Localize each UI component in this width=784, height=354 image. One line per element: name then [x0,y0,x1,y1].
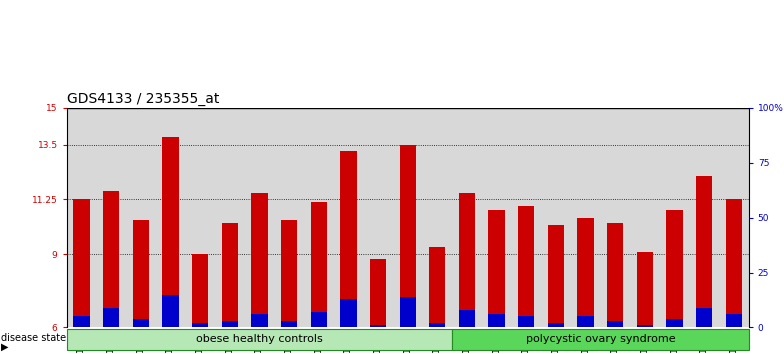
Bar [689,108,719,327]
Bar [459,193,475,327]
Bar [304,108,333,327]
Text: obese healthy controls: obese healthy controls [196,335,323,344]
Bar [666,210,683,327]
Bar [155,108,185,327]
Bar [630,108,660,327]
Bar [518,206,535,327]
Bar [333,108,363,327]
Bar [370,325,387,327]
Bar [162,137,179,327]
Bar [452,108,482,327]
Text: disease state: disease state [1,333,66,343]
Bar [222,321,238,327]
Bar [162,295,179,327]
Bar [637,252,653,327]
Bar [126,108,155,327]
Bar [660,108,689,327]
Bar [400,297,416,327]
Bar [726,199,742,327]
Bar [548,225,564,327]
Bar [429,323,445,327]
Bar [400,144,416,327]
Bar [103,191,119,327]
Bar [185,108,215,327]
Bar [251,193,267,327]
Bar [74,199,89,327]
Bar [578,316,593,327]
Bar [310,202,327,327]
Bar [637,325,653,327]
Bar [215,108,245,327]
Bar [607,223,623,327]
Bar [578,218,593,327]
Bar [696,176,713,327]
Bar [518,316,535,327]
Bar [488,210,505,327]
Bar [340,151,357,327]
Bar [245,108,274,327]
Bar [601,108,630,327]
Bar [132,220,149,327]
Text: polycystic ovary syndrome: polycystic ovary syndrome [525,335,675,344]
Bar [696,308,713,327]
Bar [103,308,119,327]
Bar [666,319,683,327]
Bar [393,108,423,327]
Bar [482,108,511,327]
Bar [251,314,267,327]
Text: GDS4133 / 235355_at: GDS4133 / 235355_at [67,92,219,105]
Bar [571,108,601,327]
Bar [719,108,749,327]
Bar [511,108,541,327]
Bar [310,312,327,327]
Bar [192,254,209,327]
Bar [423,108,452,327]
Bar [370,259,387,327]
Bar [281,321,297,327]
Bar [67,108,96,327]
Bar [281,220,297,327]
Bar [541,108,571,327]
Bar [74,316,89,327]
Bar [192,323,209,327]
Bar [363,108,393,327]
Bar [459,310,475,327]
Bar [726,314,742,327]
Bar [222,223,238,327]
Bar [132,319,149,327]
Bar [488,314,505,327]
Text: ▶: ▶ [1,342,9,352]
Bar [274,108,304,327]
Bar [548,323,564,327]
Bar [340,299,357,327]
Bar [429,247,445,327]
Bar [607,321,623,327]
Bar [96,108,126,327]
